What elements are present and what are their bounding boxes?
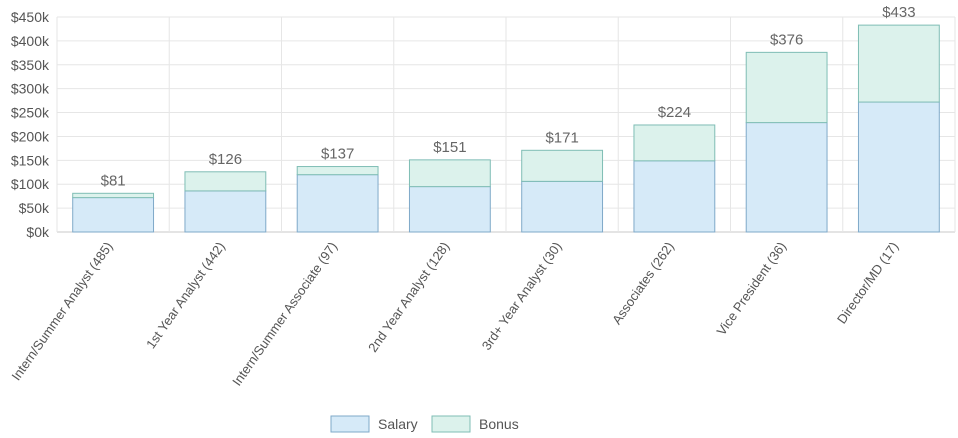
bar-bonus xyxy=(296,166,379,176)
bar-salary xyxy=(745,122,828,233)
bar-bonus xyxy=(633,124,716,162)
y-tick-label: $450k xyxy=(11,9,50,25)
x-category-label: 3rd+ Year Analyst (30) xyxy=(479,239,565,353)
bars xyxy=(72,24,940,233)
bar-bonus xyxy=(72,192,155,199)
data-labels: $81 $126 $137 $151 $171 $224 $376 $433 xyxy=(101,4,916,189)
bar-salary xyxy=(633,160,716,233)
bar-bonus xyxy=(745,51,828,124)
bar-salary xyxy=(408,186,491,233)
y-tick-label: $300k xyxy=(11,81,50,97)
bar-bonus xyxy=(184,171,267,192)
bar-salary xyxy=(184,190,267,233)
y-tick-label: $150k xyxy=(11,152,50,168)
legend-swatch-salary[interactable] xyxy=(330,415,370,433)
x-category-label: Vice President (36) xyxy=(714,239,790,338)
legend-swatch-bonus[interactable] xyxy=(431,415,471,433)
bar-salary xyxy=(521,180,604,233)
y-tick-label: $200k xyxy=(11,128,50,144)
y-tick-label: $0k xyxy=(26,224,50,240)
x-category-label: Associates (262) xyxy=(609,239,677,327)
total-label: $81 xyxy=(101,172,126,189)
legend-label-salary[interactable]: Salary xyxy=(378,416,418,432)
x-axis-labels: Intern/Summer Analyst (485) 1st Year Anal… xyxy=(8,239,901,388)
total-label: $224 xyxy=(658,104,691,121)
y-axis-ticks: $0k $50k $100k $150k $200k $250k $300k $350k $40… xyxy=(11,9,50,240)
x-category-label: Intern/Summer Associate (97) xyxy=(229,239,340,388)
bar-salary xyxy=(296,174,379,233)
bar-salary xyxy=(72,197,155,233)
y-tick-label: $400k xyxy=(11,33,50,49)
total-label: $171 xyxy=(545,129,578,146)
x-category-label: 1st Year Analyst (442) xyxy=(143,239,228,351)
total-label: $433 xyxy=(882,4,915,21)
total-label: $137 xyxy=(321,146,354,163)
total-label: $126 xyxy=(209,151,242,168)
bar-salary xyxy=(857,101,940,233)
y-tick-label: $100k xyxy=(11,176,50,192)
bar-bonus xyxy=(408,159,491,188)
x-category-label: 2nd Year Analyst (128) xyxy=(365,239,452,355)
total-label: $376 xyxy=(770,31,803,48)
y-tick-label: $50k xyxy=(19,200,50,216)
legend: Salary Bonus xyxy=(330,415,519,433)
bar-bonus xyxy=(521,149,604,182)
y-tick-label: $250k xyxy=(11,105,50,121)
x-category-label: Director/MD (17) xyxy=(834,239,901,326)
y-tick-label: $350k xyxy=(11,57,50,73)
bar-bonus xyxy=(857,24,940,103)
x-category-label: Intern/Summer Analyst (485) xyxy=(8,239,115,383)
legend-label-bonus[interactable]: Bonus xyxy=(479,416,519,432)
total-label: $151 xyxy=(433,139,466,156)
